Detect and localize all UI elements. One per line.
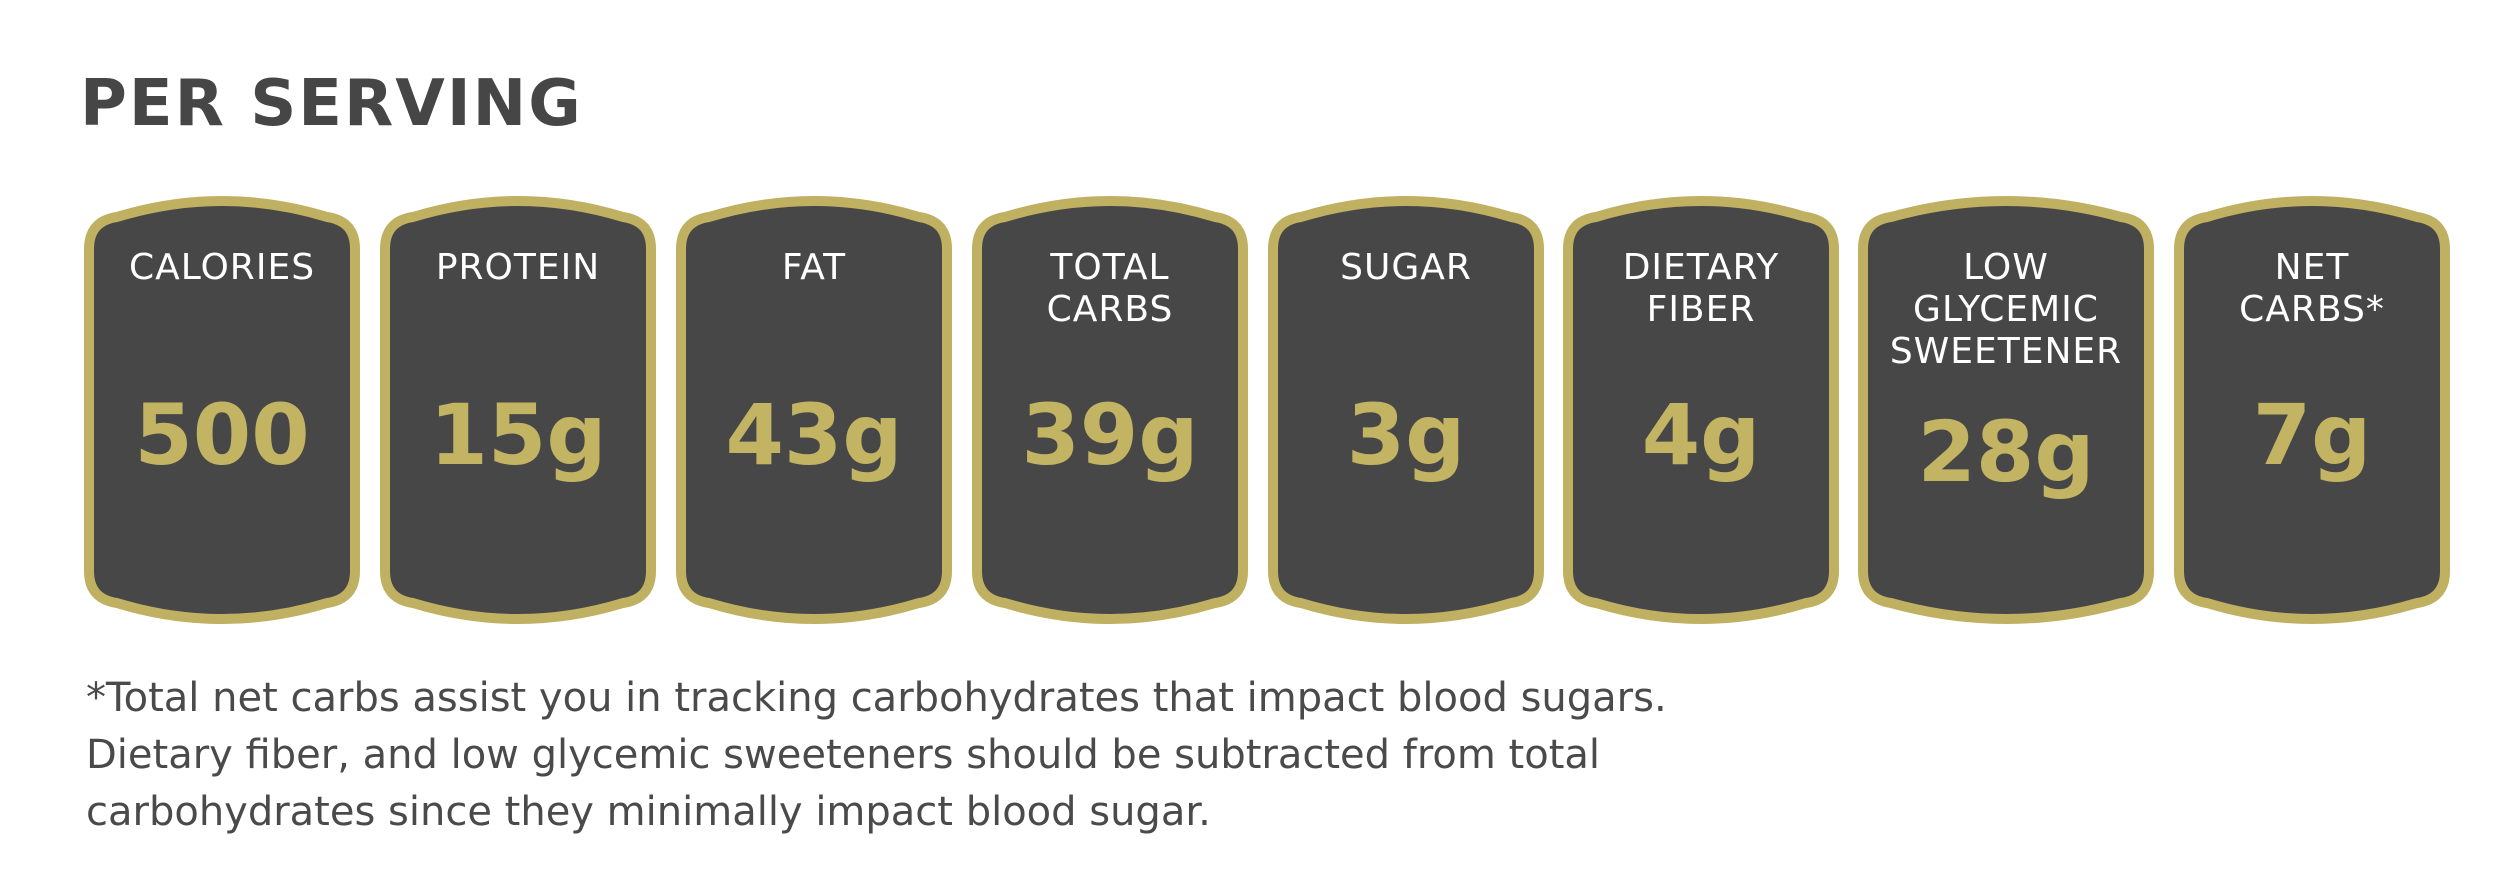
card-outline (1858, 196, 2154, 624)
nutrient-label: FAT (781, 247, 847, 288)
nutrient-card-net-carbs: NET CARBS* 7g (2174, 195, 2450, 625)
card-outline (84, 196, 360, 624)
nutrient-card-total-carbs: TOTAL CARBS 39g (972, 195, 1248, 625)
card-outline (380, 196, 656, 624)
card-background (676, 196, 952, 624)
card-background (84, 196, 360, 624)
card-background (1858, 196, 2154, 624)
nutrient-label: NET CARBS* (2239, 247, 2385, 330)
nutrient-card-dietary-fiber: DIETARY FIBER 4g (1563, 195, 1839, 625)
nutrient-card-low-glycemic-sweetener: LOW GLYCEMIC SWEETENER 28g (1858, 195, 2154, 625)
nutrient-value: 3g (1346, 386, 1466, 484)
nutrient-label: TOTAL CARBS (1046, 247, 1174, 330)
nutrient-card-sugar: SUGAR 3g (1268, 195, 1544, 625)
nutrient-value: 7g (2252, 386, 2372, 484)
card-background (1563, 196, 1839, 624)
card-background (972, 196, 1248, 624)
card-outline (972, 196, 1248, 624)
nutrient-value: 15g (429, 386, 607, 484)
nutrient-label: PROTEIN (435, 247, 601, 288)
footnote-line: carbohydrates since they minimally impac… (86, 789, 1211, 835)
nutrient-label: LOW GLYCEMIC SWEETENER (1889, 247, 2123, 372)
nutrient-value: 4g (1641, 386, 1761, 484)
card-outline (676, 196, 952, 624)
nutrient-value: 39g (1021, 386, 1199, 484)
nutrient-label: DIETARY FIBER (1622, 247, 1780, 330)
footnote: *Total net carbs assist you in tracking … (86, 670, 2086, 841)
page-title: PER SERVING (80, 67, 583, 141)
footnote-line: *Total net carbs assist you in tracking … (86, 675, 1667, 721)
nutrition-cards: CALORIES 500 PROTEIN 15g FAT 43g TOTAL C… (0, 195, 2500, 625)
card-background (1268, 196, 1544, 624)
nutrient-card-protein: PROTEIN 15g (380, 195, 656, 625)
nutrient-card-fat: FAT 43g (676, 195, 952, 625)
nutrient-value: 28g (1917, 403, 2095, 501)
card-outline (2174, 196, 2450, 624)
card-background (2174, 196, 2450, 624)
nutrient-label: CALORIES (128, 247, 316, 288)
card-background (380, 196, 656, 624)
nutrient-value: 43g (725, 386, 903, 484)
nutrient-card-calories: CALORIES 500 (84, 195, 360, 625)
nutrient-label: SUGAR (1340, 247, 1472, 288)
card-outline (1563, 196, 1839, 624)
nutrient-value: 500 (134, 386, 310, 484)
card-outline (1268, 196, 1544, 624)
footnote-line: Dietary fiber, and low glycemic sweetene… (86, 732, 1601, 778)
